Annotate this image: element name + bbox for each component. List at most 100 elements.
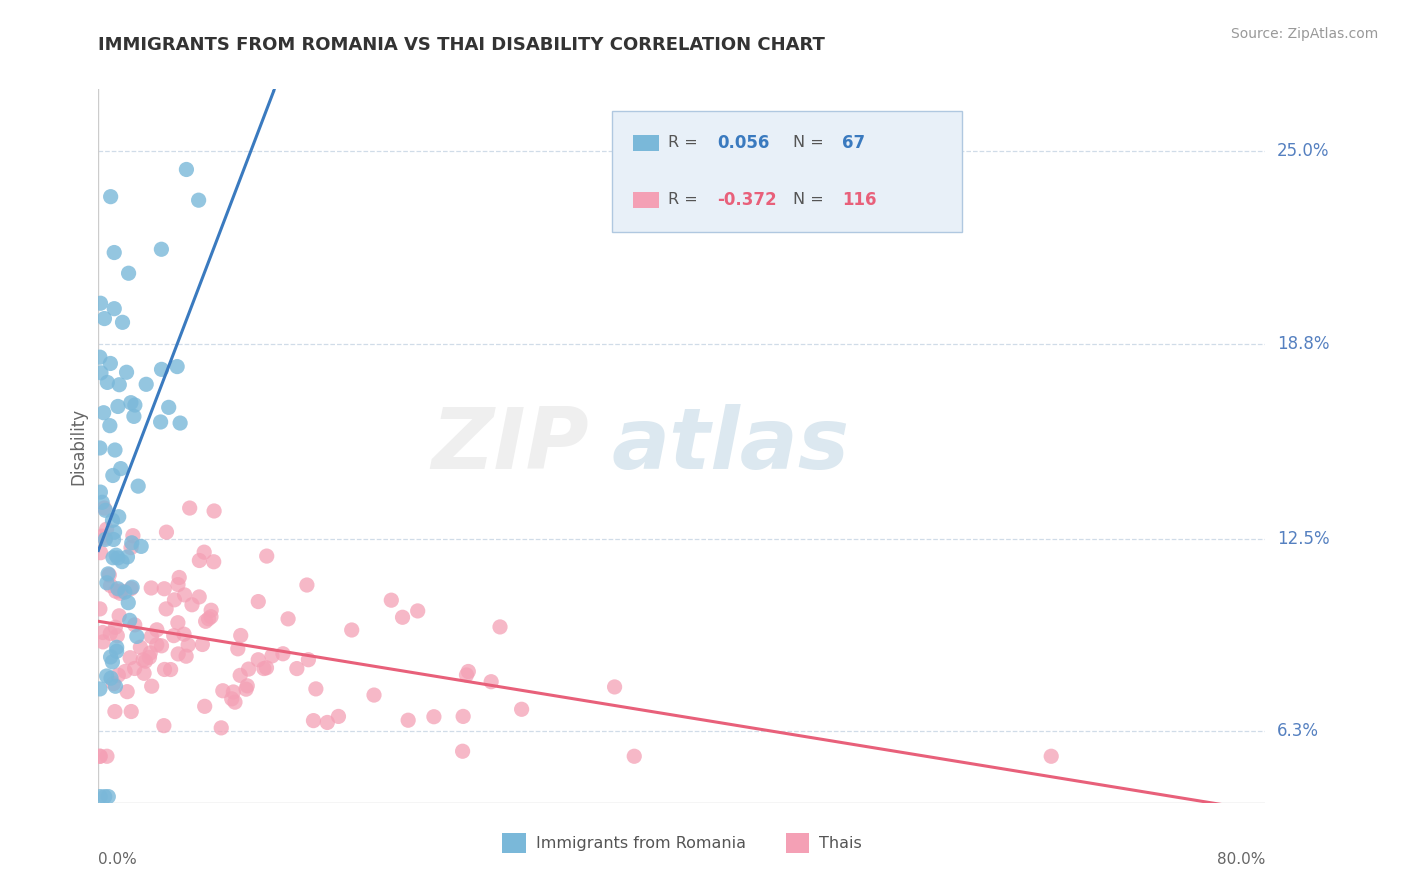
Point [122,409,145,424]
Point [91,635,114,649]
Point [153,582,176,596]
Legend: Immigrants from Romania, Thais: Immigrants from Romania, Thais [496,827,868,859]
Text: N =: N = [793,136,824,150]
Point [451,744,474,758]
Point [103,676,125,690]
Text: R =: R = [668,193,697,207]
Point [103,301,125,316]
Point [297,653,319,667]
Text: 25.0%: 25.0% [1277,142,1330,161]
Point [163,592,186,607]
Point [108,608,131,623]
Text: 6.3%: 6.3% [1277,723,1319,740]
Point [100,356,122,370]
Point [603,680,626,694]
Point [114,665,136,679]
Point [451,709,474,723]
Point [138,650,160,665]
Point [90,546,112,560]
Point [105,548,128,562]
Bar [633,192,658,208]
Point [111,315,134,329]
Point [153,719,176,733]
Y-axis label: Disability: Disability [69,408,87,484]
Point [305,681,328,696]
Point [167,647,190,661]
Point [127,479,149,493]
Point [89,681,111,696]
Point [110,461,132,475]
Point [197,612,219,626]
Point [236,679,259,693]
Point [104,443,127,458]
Point [479,674,502,689]
Point [150,242,173,256]
Point [167,570,190,584]
Point [188,553,211,567]
Point [150,639,173,653]
Point [100,189,122,203]
Point [107,550,129,565]
Point [124,618,146,632]
Point [103,533,125,547]
Point [91,625,114,640]
Point [100,671,122,685]
Point [90,366,112,380]
Point [124,661,146,675]
Point [139,646,162,660]
Point [193,545,215,559]
Point [211,683,233,698]
Point [120,582,142,596]
Point [96,376,118,390]
Text: ZIP: ZIP [430,404,589,488]
FancyBboxPatch shape [612,111,962,232]
Point [510,702,533,716]
Point [174,649,197,664]
Point [457,665,479,679]
Point [104,584,127,599]
Point [456,668,478,682]
Point [209,721,232,735]
Point [166,359,188,374]
Point [98,626,121,640]
Point [104,679,127,693]
Point [1040,749,1063,764]
Point [159,663,181,677]
Point [121,536,143,550]
Point [101,513,124,527]
Point [122,529,145,543]
Point [229,628,252,642]
Point [277,612,299,626]
Point [103,245,125,260]
Point [256,661,278,675]
Point [194,615,217,629]
Point [108,377,131,392]
Point [340,623,363,637]
Point [101,655,124,669]
Point [316,715,339,730]
Point [188,590,211,604]
Point [101,550,124,565]
Point [191,638,214,652]
Point [179,501,201,516]
Point [129,540,152,554]
Point [91,495,114,509]
Point [121,580,143,594]
Point [149,415,172,429]
Point [141,630,163,644]
Point [202,504,225,518]
Point [120,541,142,555]
Point [110,583,132,598]
Text: 67: 67 [842,134,865,152]
Bar [633,135,658,151]
Point [141,581,163,595]
Point [167,577,190,591]
Point [285,662,308,676]
Point [167,615,190,630]
Point [177,638,200,652]
Point [96,749,118,764]
Point [117,266,139,280]
Point [93,501,115,516]
Point [200,609,222,624]
Point [107,582,129,596]
